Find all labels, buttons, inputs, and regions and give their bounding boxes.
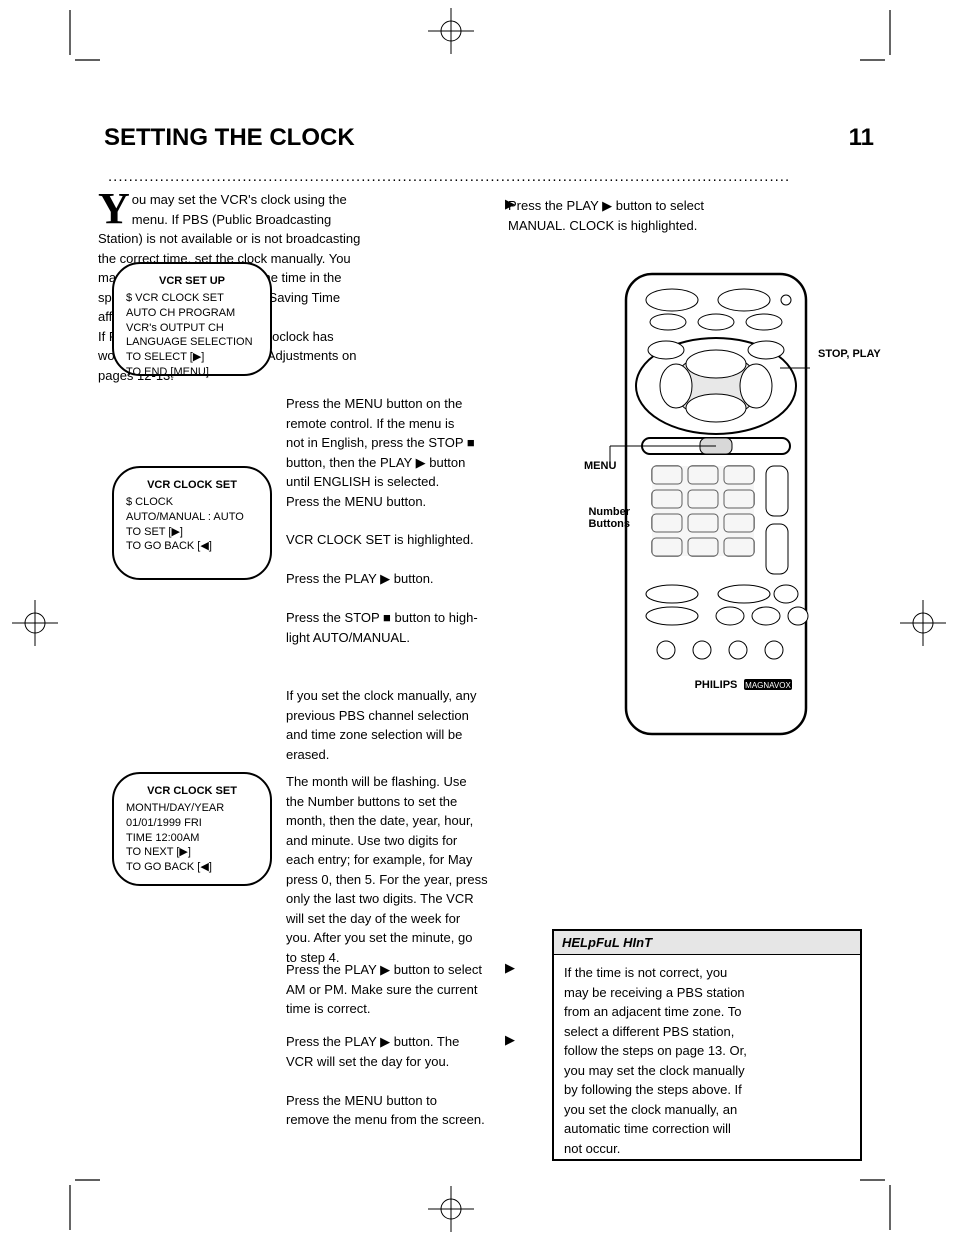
- step1-screen: VCR SET UP $ VCR CLOCK SET AUTO CH PROGR…: [112, 262, 272, 376]
- remote-label-menu: MENU: [584, 460, 616, 472]
- svg-text:MAGNAVOX: MAGNAVOX: [745, 681, 791, 690]
- remote-label-numbers: Number Buttons: [570, 506, 630, 530]
- right-top-text: Press the PLAY ▶ button to select MANUAL…: [508, 196, 738, 235]
- step4-textB: Press the PLAY ▶ button. The VCR will se…: [286, 1032, 506, 1130]
- header-rule: ........................................…: [108, 168, 888, 185]
- helpful-hint-body: If the time is not correct, you may be r…: [554, 955, 860, 1166]
- step1-text: Press the MENU button on the remote cont…: [286, 394, 506, 511]
- helpful-hint-box: HELpFuL HInT If the time is not correct,…: [552, 929, 862, 1161]
- step4-number: 4: [100, 1000, 145, 1103]
- play-icon: ▶: [505, 1032, 515, 1048]
- play-icon: ▶: [505, 196, 515, 212]
- step2-number: 2: [100, 576, 145, 679]
- remote-leader-lines: [500, 266, 830, 506]
- step2-text: VCR CLOCK SET is highlighted. Press the …: [286, 530, 506, 764]
- step4-textA: Press the PLAY ▶ button to select AM or …: [286, 960, 506, 1019]
- svg-text:PHILIPS: PHILIPS: [695, 679, 738, 691]
- step3-screen: VCR CLOCK SET MONTH/DAY/YEAR 01/01/1999 …: [112, 772, 272, 886]
- step2-screen: VCR CLOCK SET $ CLOCK AUTO/MANUAL : AUTO…: [112, 466, 272, 580]
- step3-text: The month will be flashing. Use the Numb…: [286, 772, 506, 967]
- remote-label-stopplay: STOP, PLAY: [818, 348, 881, 360]
- page-number: 11: [849, 124, 874, 152]
- page-title: SETTING THE CLOCK: [104, 124, 355, 152]
- play-icon: ▶: [505, 960, 515, 976]
- step3-number: 3: [100, 880, 145, 983]
- helpful-hint-title: HELpFuL HInT: [554, 931, 860, 955]
